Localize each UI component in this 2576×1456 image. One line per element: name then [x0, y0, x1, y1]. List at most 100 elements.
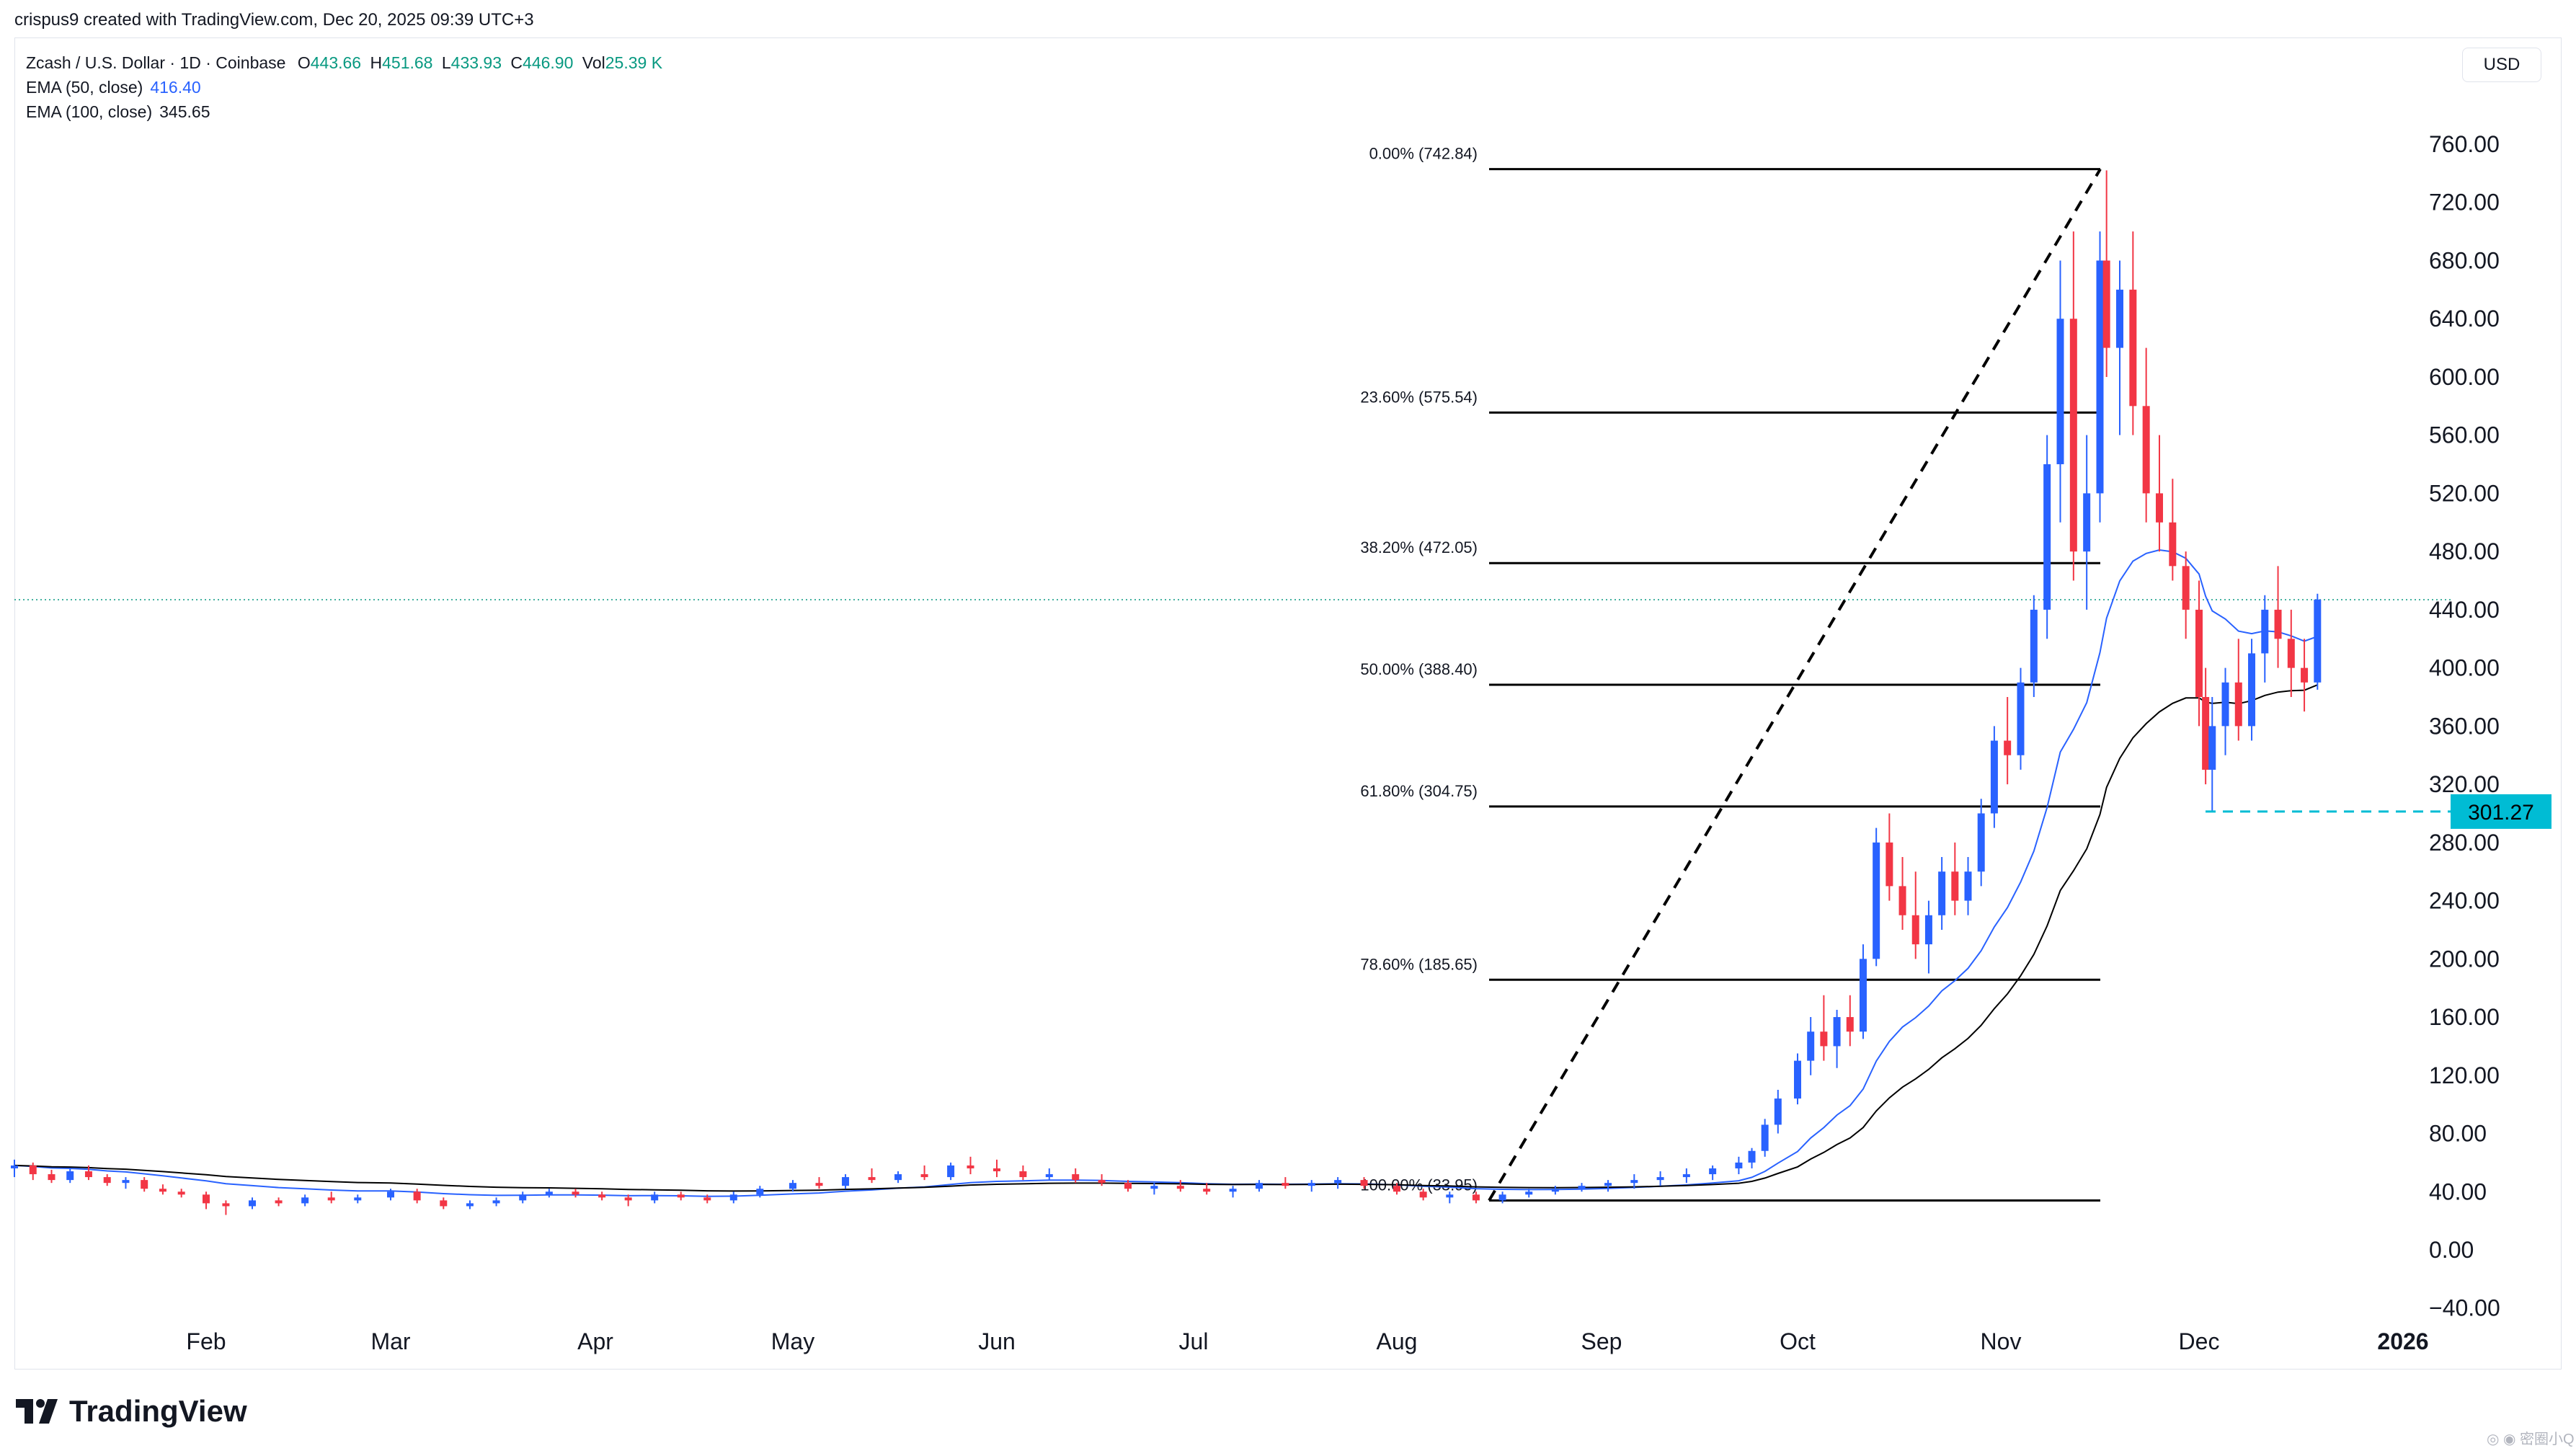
y-axis-tick-label: 40.00: [2429, 1178, 2487, 1204]
candle-body: [103, 1177, 111, 1184]
support-price-tag-label: 301.27: [2468, 801, 2534, 825]
y-axis-tick-label: 160.00: [2429, 1004, 2500, 1030]
candle-body: [545, 1191, 553, 1195]
candle-body: [1446, 1194, 1454, 1198]
support-price-tag: [2451, 794, 2551, 829]
fib-level-label: 0.00% (742.84): [1369, 145, 1478, 163]
candle-body: [1604, 1183, 1612, 1186]
candle-body: [1098, 1180, 1106, 1184]
x-axis-tick-label: Sep: [1581, 1328, 1622, 1354]
candle-body: [2069, 319, 2077, 552]
candle-body: [1774, 1098, 1782, 1125]
x-axis-tick-label: Nov: [1981, 1328, 2022, 1354]
candle-body: [492, 1200, 500, 1204]
x-axis-tick-label: Jul: [1179, 1328, 1209, 1354]
candle-body: [1472, 1194, 1480, 1201]
ema50-value: 416.40: [150, 78, 201, 97]
candle-body: [1255, 1183, 1263, 1189]
legend-symbol[interactable]: Zcash / U.S. Dollar · 1D · Coinbase: [26, 53, 286, 72]
candle-body: [920, 1174, 928, 1178]
x-axis-tick-label: Oct: [1780, 1328, 1816, 1354]
legend-ema50-row[interactable]: EMA (50, close) 416.40: [26, 75, 662, 99]
candle-body: [967, 1165, 974, 1168]
candle-body: [1525, 1191, 1533, 1195]
y-axis-tick-label: 720.00: [2429, 190, 2500, 216]
candle-body: [1898, 886, 1906, 915]
x-axis-tick-label: Aug: [1377, 1328, 1418, 1354]
legend: Zcash / U.S. Dollar · 1D · Coinbase O443…: [26, 50, 662, 124]
candle-body: [2314, 599, 2322, 683]
legend-symbol-row: Zcash / U.S. Dollar · 1D · Coinbase O443…: [26, 50, 662, 75]
candle-body: [1964, 871, 1972, 901]
candle-body: [1282, 1183, 1289, 1186]
candle-body: [2043, 464, 2051, 610]
open-value: 443.66: [310, 53, 362, 72]
y-axis-tick-label: 80.00: [2429, 1121, 2487, 1147]
y-axis-tick-label: 280.00: [2429, 830, 2500, 856]
candle-body: [598, 1194, 606, 1198]
x-axis-tick-label: Dec: [2179, 1328, 2220, 1354]
candle-body: [1924, 915, 1932, 945]
legend-ema100-row[interactable]: EMA (100, close) 345.65: [26, 99, 662, 124]
x-axis-tick-label: 2026: [2377, 1328, 2428, 1354]
candle-body: [2208, 726, 2216, 770]
y-axis-tick-label: −40.00: [2429, 1295, 2500, 1321]
y-axis-tick-label: 680.00: [2429, 247, 2500, 273]
candle-body: [2096, 260, 2104, 494]
candle-body: [2202, 697, 2210, 770]
candle-body: [2221, 682, 2229, 727]
candle-body: [387, 1191, 394, 1198]
candle-body: [1630, 1180, 1638, 1184]
candle-body: [1911, 915, 1919, 945]
candle-body: [2102, 260, 2110, 348]
candle-body: [1820, 1031, 1828, 1047]
candle-body: [413, 1191, 421, 1201]
candle-body: [222, 1203, 230, 1207]
candle-body: [2261, 609, 2269, 654]
candle-body: [2169, 522, 2177, 567]
candle-body: [1360, 1180, 1368, 1186]
candle-body: [519, 1194, 527, 1201]
currency-button[interactable]: USD: [2462, 48, 2541, 82]
candle-body: [868, 1177, 876, 1181]
candle-body: [677, 1194, 685, 1198]
candle-body: [301, 1197, 309, 1204]
candle-body: [1807, 1031, 1815, 1061]
candle-body: [1990, 740, 1998, 814]
volume-value: 25.39 K: [605, 53, 663, 72]
candle-body: [275, 1200, 283, 1204]
candle-body: [703, 1197, 711, 1201]
y-axis-tick-label: 0.00: [2429, 1237, 2474, 1263]
candle-body: [2030, 609, 2038, 683]
candle-body: [1951, 871, 1959, 901]
candle-body: [1393, 1186, 1400, 1192]
ema50-label: EMA (50, close): [26, 78, 143, 97]
ema100-line: [14, 684, 2318, 1192]
candle-body: [2234, 682, 2242, 727]
candle-body: [947, 1165, 955, 1178]
candle-body: [1419, 1191, 1427, 1198]
candle-body: [1334, 1180, 1342, 1184]
candle-body: [1794, 1060, 1801, 1099]
x-axis-tick-label: Mar: [370, 1328, 410, 1354]
candle-body: [789, 1183, 796, 1189]
candle-body: [1735, 1162, 1743, 1168]
candle-body: [1045, 1174, 1053, 1178]
watermark-icon: ◎ ◉ 密圈小Q: [2487, 1431, 2575, 1447]
candle-body: [1551, 1189, 1559, 1192]
chart-pane[interactable]: [14, 37, 2562, 1370]
candle-body: [993, 1168, 1000, 1172]
candle-body: [66, 1171, 74, 1181]
y-axis-tick-label: 520.00: [2429, 480, 2500, 506]
candle-body: [11, 1165, 18, 1168]
x-axis-tick-label: Feb: [186, 1328, 226, 1354]
candle-body: [327, 1197, 335, 1201]
candle-body: [1709, 1168, 1717, 1175]
candle-body: [1229, 1189, 1237, 1192]
candle-body: [815, 1183, 823, 1186]
candle-body: [2056, 319, 2064, 465]
candle-body: [1124, 1183, 1132, 1189]
candle-body: [756, 1189, 764, 1195]
y-axis-tick-label: 240.00: [2429, 888, 2500, 914]
